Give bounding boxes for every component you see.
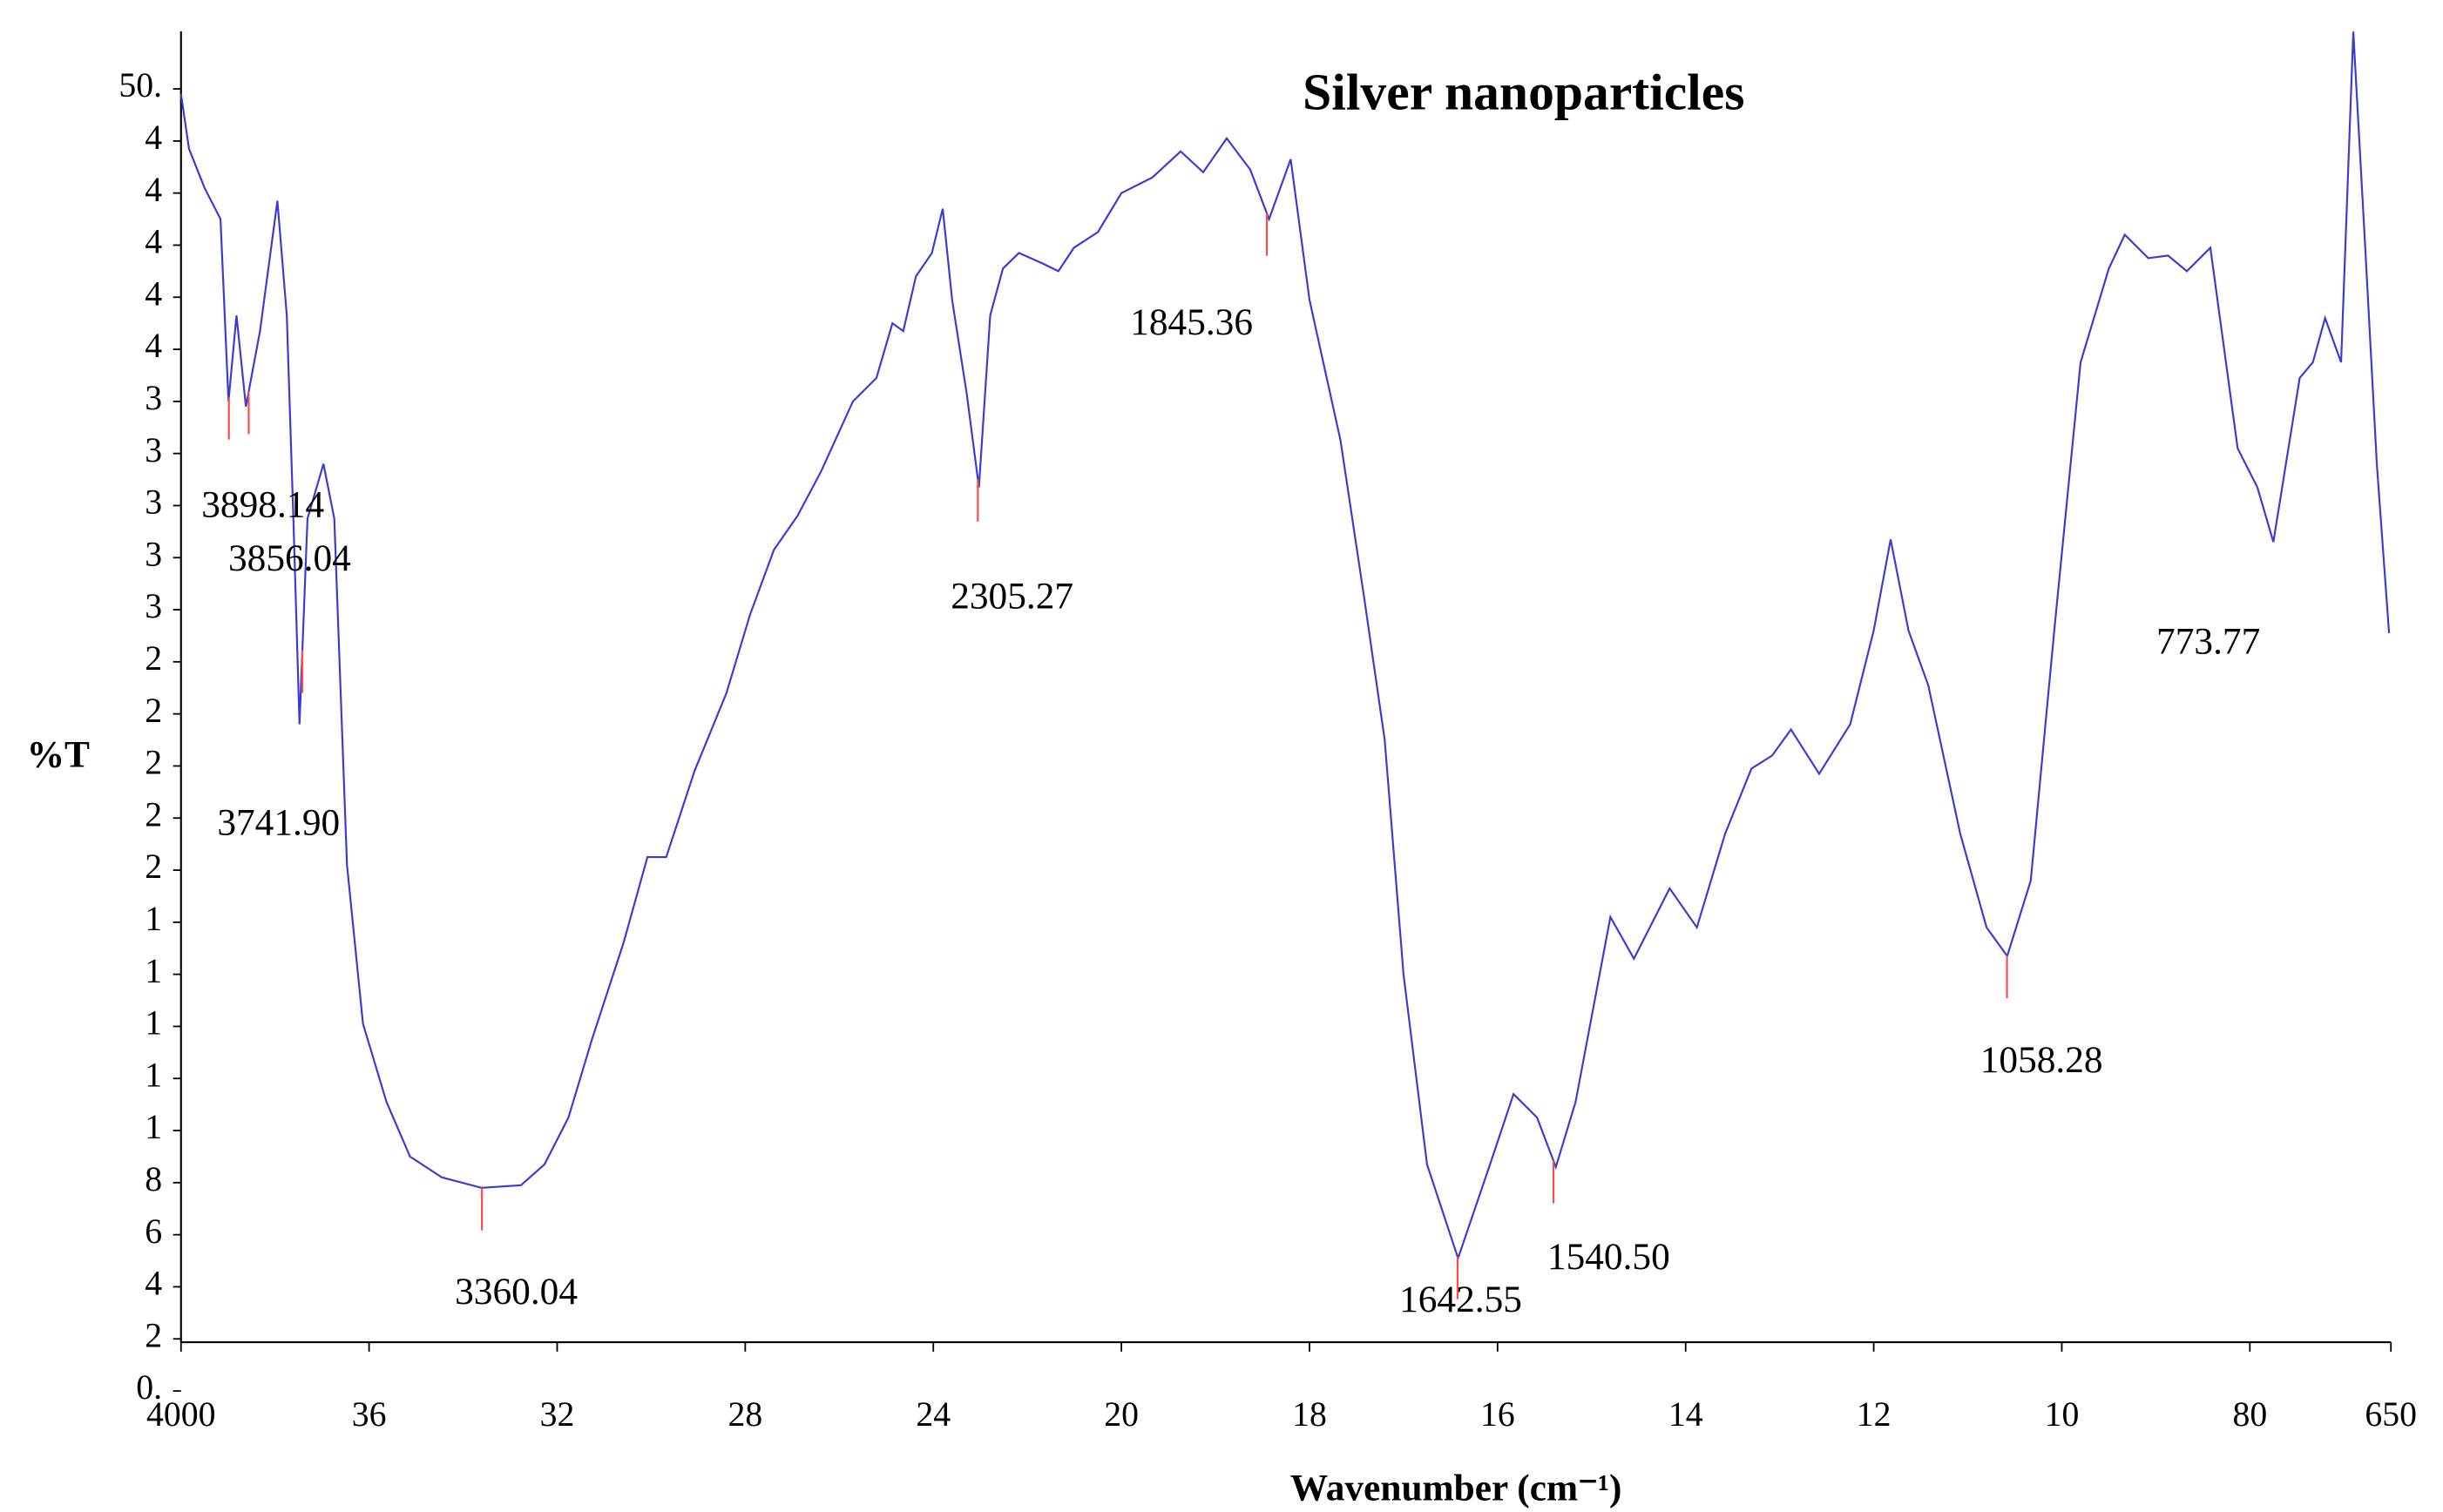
y-tick-label: 1 bbox=[145, 900, 162, 938]
y-tick-label: 6 bbox=[145, 1212, 162, 1251]
spectrum-line bbox=[179, 31, 2391, 1261]
peak-label: 1540.50 bbox=[1547, 1236, 1670, 1278]
y-tick-label: 2 bbox=[145, 1316, 162, 1354]
x-tick-label: 24 bbox=[916, 1395, 951, 1434]
y-tick-label: 3 bbox=[145, 431, 162, 469]
y-tick-label: 4 bbox=[145, 274, 162, 313]
y-tick-label: 4 bbox=[145, 118, 162, 157]
y-tick-label: 4 bbox=[145, 1265, 162, 1303]
peak-label: 3741.90 bbox=[217, 801, 340, 843]
y-tick-label: 2 bbox=[145, 692, 162, 730]
peak-label: 1642.55 bbox=[1399, 1279, 1522, 1320]
y-tick-label: 4 bbox=[145, 327, 162, 365]
peak-label: 773.77 bbox=[2156, 621, 2260, 663]
y-tick-label: 1 bbox=[145, 952, 162, 990]
x-tick-label: 36 bbox=[352, 1395, 387, 1434]
y-tick-label: 1 bbox=[145, 1056, 162, 1094]
x-tick-label: 16 bbox=[1480, 1395, 1515, 1434]
x-tick-label: 32 bbox=[540, 1395, 575, 1434]
peak-label: 3360.04 bbox=[455, 1271, 578, 1313]
x-tick-label: 10 bbox=[2045, 1395, 2080, 1434]
y-tick-label: 2 bbox=[145, 795, 162, 834]
y-tick-label: 4 bbox=[145, 223, 162, 261]
y-tick-label: 3 bbox=[145, 535, 162, 573]
y-axis-label: %T bbox=[27, 734, 90, 776]
y-tick-label: 2 bbox=[145, 639, 162, 678]
x-tick-label: 80 bbox=[2232, 1395, 2267, 1434]
y-tick-label: 3 bbox=[145, 483, 162, 522]
x-tick-label: 14 bbox=[1668, 1395, 1703, 1434]
y-tick-label: 3 bbox=[145, 379, 162, 417]
peak-label: 2305.27 bbox=[951, 575, 1073, 617]
chart-title: Silver nanoparticles bbox=[1303, 64, 1744, 121]
y-tick-label: 1 bbox=[145, 1004, 162, 1043]
x-tick-label: 12 bbox=[1857, 1395, 1891, 1434]
x-tick-label: 4000 bbox=[146, 1395, 215, 1434]
y-tick-label: 3 bbox=[145, 587, 162, 625]
y-tick-label: 0. bbox=[136, 1368, 162, 1407]
plot: Silver nanoparticles %T Wavenumber (cm⁻¹… bbox=[27, 31, 2417, 1509]
x-axis-label: Wavenumber (cm⁻¹) bbox=[1290, 1468, 1622, 1509]
peak-label: 3856.04 bbox=[228, 537, 351, 579]
y-tick-label: 2 bbox=[145, 847, 162, 886]
y-tick-label: 50. bbox=[118, 66, 162, 105]
x-tick-label: 18 bbox=[1292, 1395, 1327, 1434]
x-tick-label: 20 bbox=[1104, 1395, 1139, 1434]
x-tick-label: 650 bbox=[2365, 1395, 2417, 1434]
y-tick-label: 1 bbox=[145, 1108, 162, 1146]
peak-label: 3898.14 bbox=[201, 483, 324, 525]
peak-label: 1845.36 bbox=[1130, 301, 1253, 343]
peak-label: 1058.28 bbox=[1980, 1039, 2103, 1081]
y-tick-label: 8 bbox=[145, 1160, 162, 1198]
x-tick-label: 28 bbox=[728, 1395, 763, 1434]
y-tick-label: 4 bbox=[145, 171, 162, 209]
y-tick-label: 2 bbox=[145, 744, 162, 782]
